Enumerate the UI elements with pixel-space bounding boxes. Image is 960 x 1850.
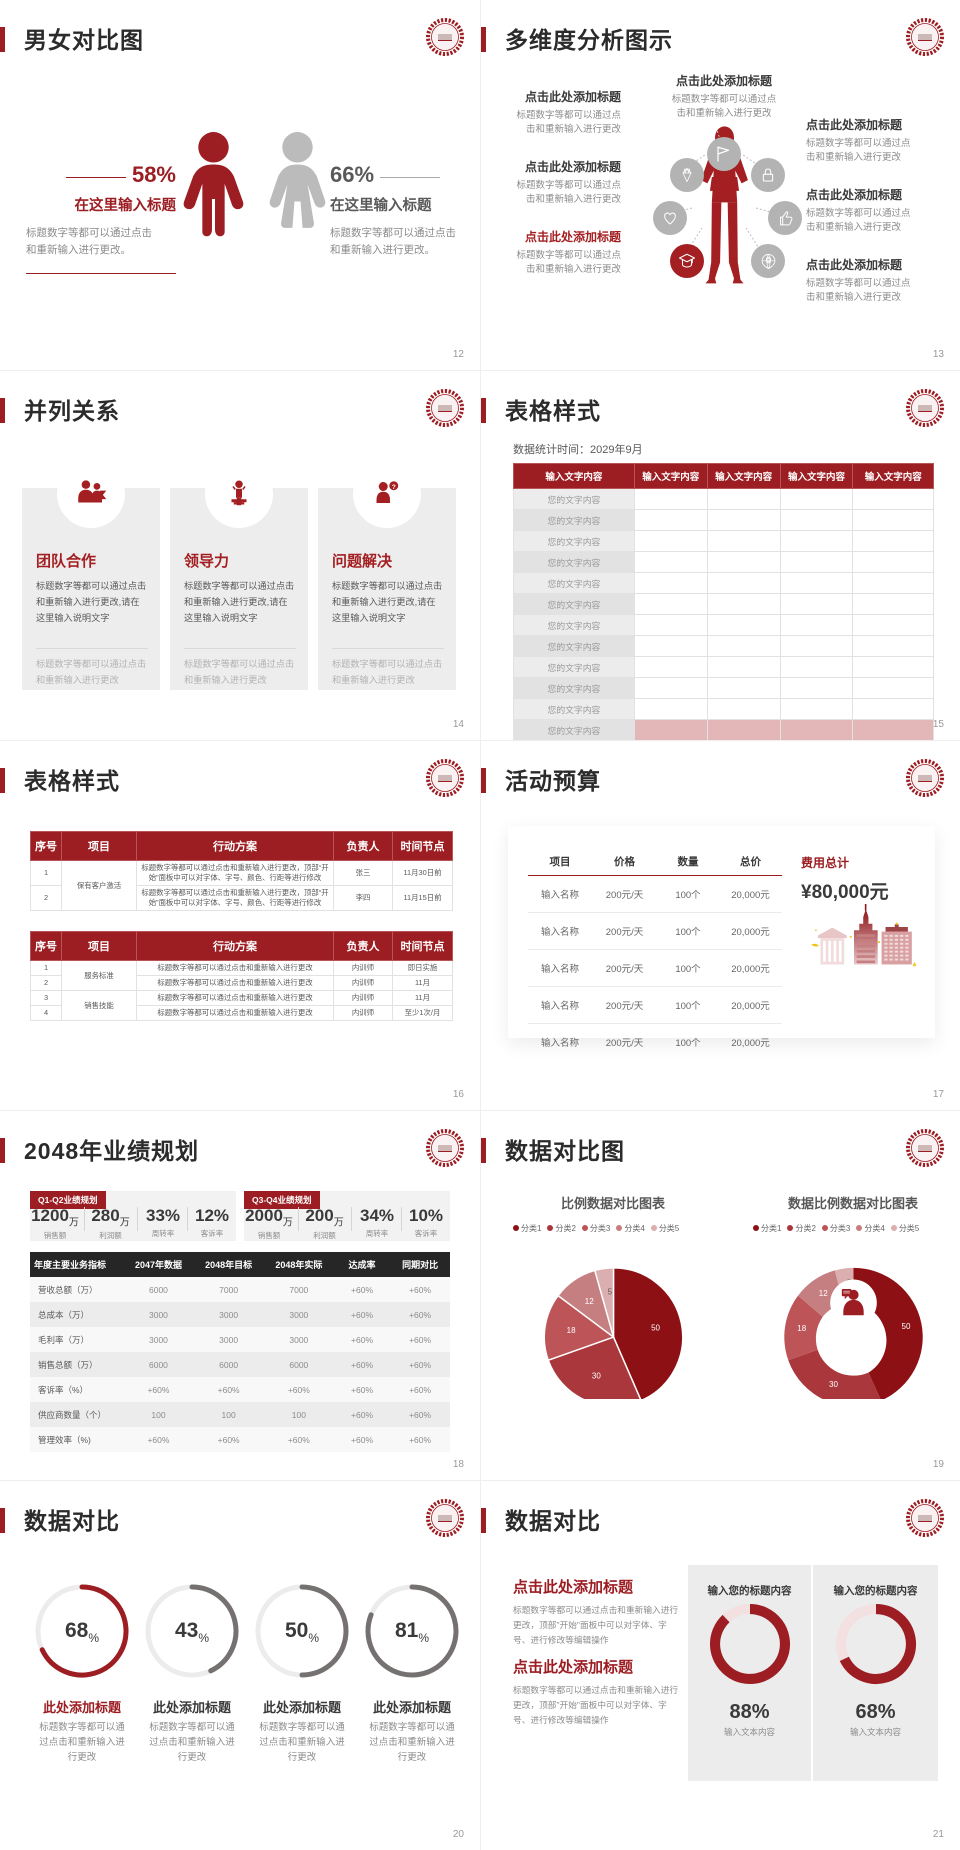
svg-text:50: 50 — [651, 1323, 660, 1332]
svg-text:18: 18 — [567, 1326, 576, 1335]
svg-text:?: ? — [392, 484, 396, 491]
svg-text:30: 30 — [592, 1372, 601, 1381]
svg-text:50: 50 — [902, 1322, 911, 1331]
svg-text:5: 5 — [608, 1287, 613, 1296]
svg-text:12: 12 — [585, 1297, 594, 1306]
svg-text:30: 30 — [829, 1380, 838, 1389]
svg-text:12: 12 — [819, 1289, 828, 1298]
svg-text:18: 18 — [797, 1324, 806, 1333]
